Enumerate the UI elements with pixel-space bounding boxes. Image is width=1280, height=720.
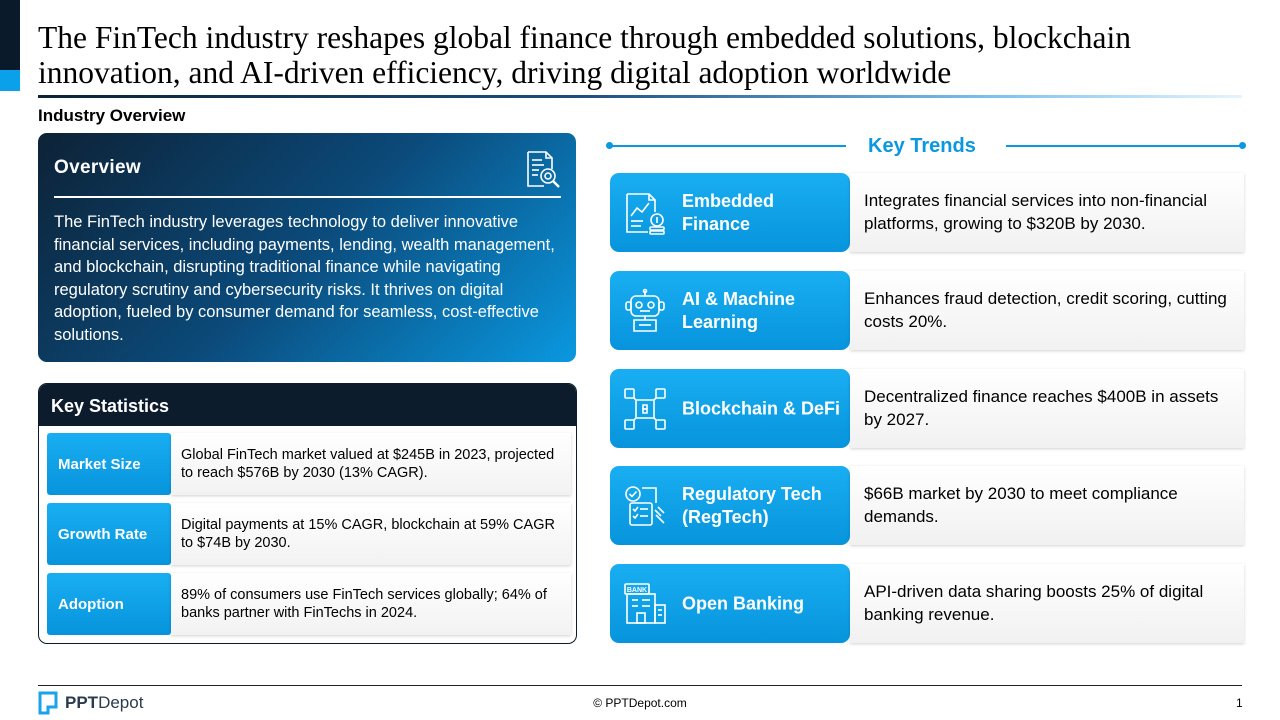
logo-bold: PPT [65, 693, 99, 712]
page-number: 1 [1236, 696, 1243, 710]
trend-description-text: Enhances fraud detection, credit scoring… [864, 289, 1227, 331]
trend-row: Regulatory Tech (RegTech) $66B market by… [610, 466, 1244, 545]
trend-description-text: $66B market by 2030 to meet compliance d… [864, 484, 1178, 526]
trend-row: BANK Open Banking API-driven data sharin… [610, 564, 1244, 643]
stat-row: Market Size Global FinTech market valued… [47, 433, 571, 495]
trend-row: Blockchain & DeFi Decentralized finance … [610, 369, 1244, 448]
trend-description: Integrates financial services into non-f… [850, 173, 1244, 252]
overview-divider [54, 196, 561, 198]
document-search-icon [527, 151, 560, 188]
stat-label: Growth Rate [47, 503, 171, 565]
trend-name: Open Banking [682, 593, 805, 613]
footer-logo-text: PPTDepot [65, 693, 143, 713]
trend-label: AI & Machine Learning [610, 271, 850, 350]
stat-row: Growth Rate Digital payments at 15% CAGR… [47, 503, 571, 565]
stat-row: Adoption 89% of consumers use FinTech se… [47, 573, 571, 635]
stat-text: Global FinTech market valued at $245B in… [171, 433, 571, 495]
section-subtitle: Industry Overview [38, 106, 186, 125]
overview-heading: Overview [54, 157, 141, 178]
footer-divider [38, 685, 1242, 686]
blockchain-icon [624, 388, 666, 430]
trend-description: Decentralized finance reaches $400B in a… [850, 369, 1244, 448]
stat-text: 89% of consumers use FinTech services gl… [171, 573, 571, 635]
stat-text: Digital payments at 15% CAGR, blockchain… [171, 503, 571, 565]
robot-icon [625, 288, 665, 332]
logo-light: Depot [98, 693, 144, 712]
trend-label: Regulatory Tech (RegTech) [610, 466, 850, 545]
trend-description-text: Integrates financial services into non-f… [864, 191, 1208, 233]
trend-description-text: API-driven data sharing boosts 25% of di… [864, 582, 1204, 624]
trend-row: Embedded Finance Integrates financial se… [610, 173, 1244, 252]
trends-divider-right [1006, 145, 1242, 147]
title-divider [38, 95, 1242, 98]
trend-label: BANK Open Banking [610, 564, 850, 643]
footer-logo: PPTDepot [38, 690, 143, 716]
trend-description: $66B market by 2030 to meet compliance d… [850, 466, 1244, 545]
trend-label: Embedded Finance [610, 173, 850, 252]
compliance-checklist-icon [625, 486, 665, 526]
trends-divider-left [610, 145, 846, 147]
corner-accent-dark [0, 0, 20, 70]
trend-label: Blockchain & DeFi [610, 369, 850, 448]
stat-label: Market Size [47, 433, 171, 495]
key-trends-heading: Key Trends [868, 135, 976, 157]
stat-label: Adoption [47, 573, 171, 635]
footer-copyright: © PPTDepot.com [593, 696, 687, 710]
slide-title: The FinTech industry reshapes global fin… [38, 20, 1132, 90]
overview-card: Overview The FinTech industry leverages … [38, 133, 576, 362]
overview-text: The FinTech industry leverages technolog… [54, 213, 555, 344]
trend-name: Blockchain & DeFi [682, 398, 841, 418]
trend-name: Embedded Finance [682, 190, 775, 234]
key-statistics-heading: Key Statistics [39, 384, 576, 426]
trend-description: Enhances fraud detection, credit scoring… [850, 271, 1244, 350]
trend-description-text: Decentralized finance reaches $400B in a… [864, 387, 1219, 429]
trend-name: AI & Machine Learning [682, 288, 796, 332]
financial-report-icon [626, 193, 665, 235]
trends-divider-dot [1239, 142, 1246, 149]
ppt-logo-icon [38, 691, 58, 715]
trend-name: Regulatory Tech (RegTech) [682, 483, 822, 527]
bank-building-icon: BANK [624, 583, 666, 624]
trend-description: API-driven data sharing boosts 25% of di… [850, 564, 1244, 643]
key-statistics-panel: Key Statistics Market Size Global FinTec… [38, 383, 577, 644]
svg-text:BANK: BANK [627, 587, 647, 594]
trends-divider-dot [606, 142, 613, 149]
corner-accent-blue [0, 70, 20, 91]
trend-row: AI & Machine Learning Enhances fraud det… [610, 271, 1244, 350]
